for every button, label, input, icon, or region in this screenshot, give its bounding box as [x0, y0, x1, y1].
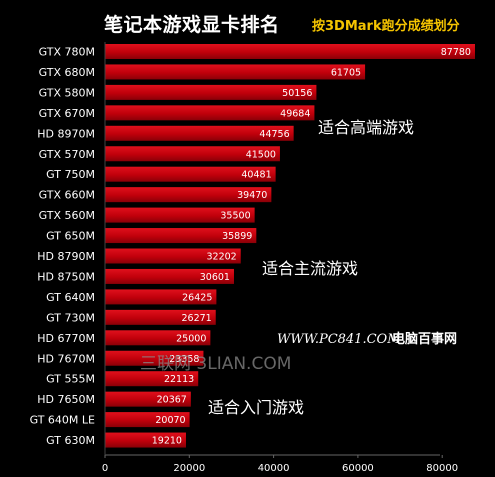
bar	[105, 64, 366, 80]
bar	[105, 146, 280, 162]
bar	[105, 391, 191, 407]
category-label: GT 730M	[46, 311, 95, 324]
bar	[105, 166, 276, 182]
category-label: GTX 580M	[39, 86, 95, 99]
value-label: 40481	[241, 170, 271, 181]
category-label: GTX 680M	[39, 66, 95, 79]
bar	[105, 248, 241, 264]
bar	[105, 187, 272, 203]
value-label: 26271	[181, 313, 211, 324]
x-tick-label: 0	[102, 463, 108, 474]
x-tick-label: 20000	[173, 463, 205, 474]
bar	[105, 309, 216, 325]
bar	[105, 268, 234, 284]
value-label: 35899	[222, 231, 252, 242]
annotation: 适合主流游戏	[262, 259, 358, 278]
annotation: 适合入门游戏	[208, 398, 304, 417]
chart-subtitle: 按3DMark跑分成绩划分	[312, 19, 460, 34]
value-label: 50156	[282, 88, 312, 99]
annotation: 适合高端游戏	[318, 118, 414, 137]
value-label: 87780	[441, 47, 471, 58]
value-label: 39470	[237, 190, 267, 201]
bar	[105, 350, 204, 366]
value-label: 20070	[155, 415, 185, 426]
x-axis: 0 20000 40000 60000 80000	[102, 42, 458, 474]
category-label: GTX 570M	[39, 148, 95, 161]
category-label: HD 8750M	[37, 270, 95, 283]
value-label: 61705	[331, 67, 361, 78]
watermarks-layer: WWW.PC841.COM 电脑百事网 三联网 3LIAN.COM	[140, 331, 457, 374]
category-label: GT 555M	[46, 373, 95, 386]
category-label: HD 8970M	[37, 127, 95, 140]
value-label: 20367	[157, 395, 187, 406]
value-label: 30601	[200, 272, 230, 283]
bar	[105, 228, 257, 244]
chart-title: 笔记本游戏显卡排名	[104, 14, 280, 36]
category-label: HD 6770M	[37, 332, 95, 345]
category-label: GTX 670M	[39, 107, 95, 120]
bar	[105, 44, 475, 59]
x-tick-label: 80000	[426, 463, 458, 474]
value-label: 35500	[220, 211, 250, 222]
value-label: 22113	[164, 374, 194, 385]
x-tick-label: 60000	[342, 463, 374, 474]
category-label: HD 7650M	[37, 393, 95, 406]
category-label: GT 640M LE	[30, 414, 95, 427]
x-tick-label: 40000	[258, 463, 290, 474]
value-label: 44756	[259, 129, 289, 140]
watermark-site-name: 电脑百事网	[392, 331, 457, 347]
bar	[105, 432, 186, 448]
value-label: 41500	[246, 149, 276, 160]
value-label: 19210	[152, 436, 182, 447]
value-label: 25000	[176, 333, 206, 344]
bar	[105, 125, 294, 141]
value-label: 32202	[206, 252, 236, 263]
bar	[105, 84, 317, 100]
category-label: GTX 660M	[39, 189, 95, 202]
bar	[105, 207, 255, 223]
category-label: GT 750M	[46, 168, 95, 181]
bar	[105, 105, 315, 121]
category-label: GT 630M	[46, 434, 95, 447]
watermark-secondary: 三联网 3LIAN.COM	[140, 354, 291, 374]
category-label: HD 8790M	[37, 250, 95, 263]
bar	[105, 412, 190, 428]
watermark-site-url: WWW.PC841.COM	[277, 332, 401, 347]
category-label: GT 640M	[46, 291, 95, 304]
value-label: 23358	[169, 354, 199, 365]
value-label: 26425	[182, 292, 212, 303]
category-label: GTX 560M	[39, 209, 95, 222]
bar	[105, 330, 211, 346]
bars-layer: GTX 780M 87780 GTX 680M 61705 GTX 580M 50156 G…	[30, 44, 475, 448]
bar	[105, 289, 217, 305]
bar	[105, 371, 199, 387]
value-label: 49684	[280, 108, 310, 119]
category-label: GT 650M	[46, 230, 95, 243]
category-label: HD 7670M	[37, 352, 95, 365]
category-label: GTX 780M	[39, 46, 95, 59]
